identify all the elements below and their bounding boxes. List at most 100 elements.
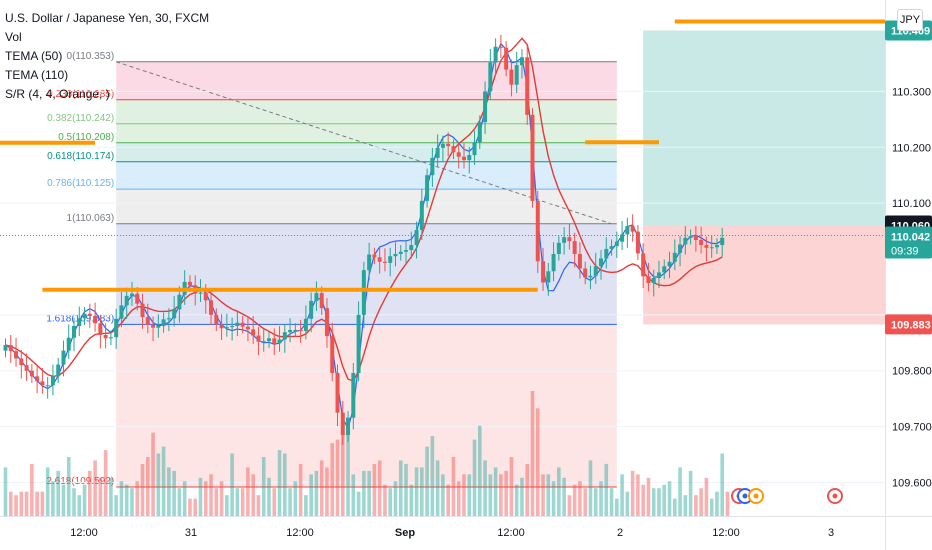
fib-zone-3 [116,142,617,162]
candle-body-105 [556,242,561,254]
volume-bar-95 [504,470,508,516]
volume-bar-72 [383,484,387,516]
candle-body-4 [24,365,29,371]
candle-body-33 [177,294,182,310]
candle-body-42 [224,327,229,329]
candle-body-1 [8,345,13,352]
volume-bar-102 [541,474,545,516]
volume-bar-58 [309,474,313,516]
volume-bar-35 [188,498,192,516]
volume-bar-45 [240,488,245,516]
volume-bar-32 [172,470,176,516]
candle-body-133 [704,245,709,248]
candle-body-130 [688,236,693,238]
candle-body-98 [519,57,524,66]
volume-bar-83 [441,474,445,516]
event-marker-dot-3 [832,493,838,499]
volume-bar-112 [593,488,598,516]
candle-body-19 [103,334,108,339]
candle-body-3 [19,358,24,366]
volume-bar-6 [35,491,39,516]
volume-bar-129 [683,495,688,516]
candle-body-132 [699,240,704,246]
candle-body-112 [593,266,598,276]
candle-body-109 [577,253,582,269]
volume-bar-127 [672,498,677,516]
candle-body-122 [646,276,651,284]
candle-body-25 [135,293,140,304]
volume-bar-120 [636,474,640,516]
candle-body-21 [114,318,119,338]
volume-bar-81 [430,436,435,516]
candle-body-53 [282,332,287,340]
volume-bar-116 [615,498,619,516]
x-tick-5: 2 [617,527,623,539]
candle-body-2 [14,351,19,359]
volume-bar-103 [546,474,551,516]
fib-label-8: 2.618(109.592) [46,476,114,487]
volume-bar-74 [393,481,398,516]
fib-label-1: 0.236(110.285) [47,89,114,100]
candle-body-74 [393,253,398,257]
volume-bar-88 [467,474,472,516]
volume-bar-48 [256,495,261,516]
candle-body-23 [124,295,129,306]
volume-bar-123 [651,488,656,516]
volume-bar-101 [535,408,540,516]
price-tag-2: 109.883 [891,319,931,331]
volume-bar-115 [609,488,614,516]
candle-body-22 [119,305,124,319]
volume-bar-119 [630,470,635,516]
volume-bar-98 [520,477,524,516]
position-target-zone [643,30,885,226]
candle-body-83 [440,143,445,148]
fib-label-0: 0(110.353) [67,51,115,62]
volume-bar-3 [19,491,24,516]
last-price-countdown: 09:39 [891,246,919,258]
volume-bar-69 [367,470,371,516]
event-marker-dot-2 [753,493,759,499]
fib-label-6: 1(110.063) [67,213,115,224]
candle-body-113 [599,258,604,267]
y-tick-2: 110.100 [892,198,931,210]
candle-body-131 [693,236,698,241]
candle-body-63 [335,372,340,413]
volume-bar-36 [193,498,198,516]
volume-bar-132 [699,488,703,516]
legend-vol[interactable]: Vol [5,30,22,44]
legend-tema-50[interactable]: TEMA (50) [5,49,63,63]
candle-body-124 [656,272,661,278]
legend-tema-110[interactable]: TEMA (110) [5,68,69,82]
candle-body-55 [293,329,298,331]
candle-body-117 [620,234,625,242]
volume-bar-5 [30,463,34,516]
x-tick-7: 3 [828,527,834,539]
x-tick-0: 12:00 [70,527,98,539]
volume-bar-91 [483,460,487,516]
volume-bar-67 [356,491,361,516]
candle-body-52 [277,339,282,344]
currency-scale-button[interactable]: JPY [897,9,923,31]
volume-bar-8 [45,467,50,516]
volume-bar-125 [662,484,667,516]
candle-body-31 [166,318,171,320]
volume-bar-86 [456,481,461,516]
candle-body-79 [419,200,424,230]
candle-body-7 [40,381,45,386]
candle-body-14 [77,318,82,327]
legend-sr[interactable]: S/R (4, 4, Orange, ) [5,87,110,101]
symbol-title[interactable]: U.S. Dollar / Japanese Yen, 30, FXCM [5,11,210,25]
volume-bar-21 [114,495,118,516]
volume-bar-31 [167,467,171,516]
candle-body-92 [488,62,493,92]
candle-body-26 [140,303,145,318]
candle-body-91 [483,91,488,123]
volume-bar-73 [388,488,393,516]
candle-body-27 [145,317,150,325]
volume-bar-4 [24,491,29,516]
volume-bar-121 [641,484,645,516]
volume-bar-82 [435,460,440,516]
volume-bar-28 [151,432,155,516]
candle-body-128 [678,244,683,253]
